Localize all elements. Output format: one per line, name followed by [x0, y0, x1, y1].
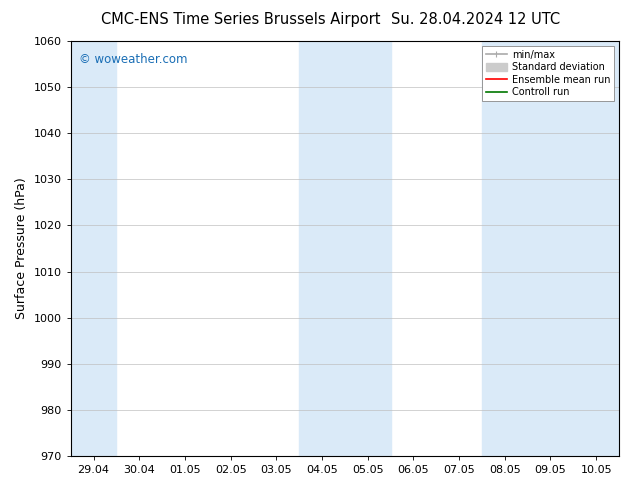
Y-axis label: Surface Pressure (hPa): Surface Pressure (hPa) [15, 178, 28, 319]
Legend: min/max, Standard deviation, Ensemble mean run, Controll run: min/max, Standard deviation, Ensemble me… [482, 46, 614, 101]
Bar [299, 41, 391, 456]
Text: Su. 28.04.2024 12 UTC: Su. 28.04.2024 12 UTC [391, 12, 560, 27]
Bar [482, 41, 619, 456]
Text: © woweather.com: © woweather.com [79, 53, 188, 67]
Bar [71, 41, 117, 456]
Text: CMC-ENS Time Series Brussels Airport: CMC-ENS Time Series Brussels Airport [101, 12, 380, 27]
